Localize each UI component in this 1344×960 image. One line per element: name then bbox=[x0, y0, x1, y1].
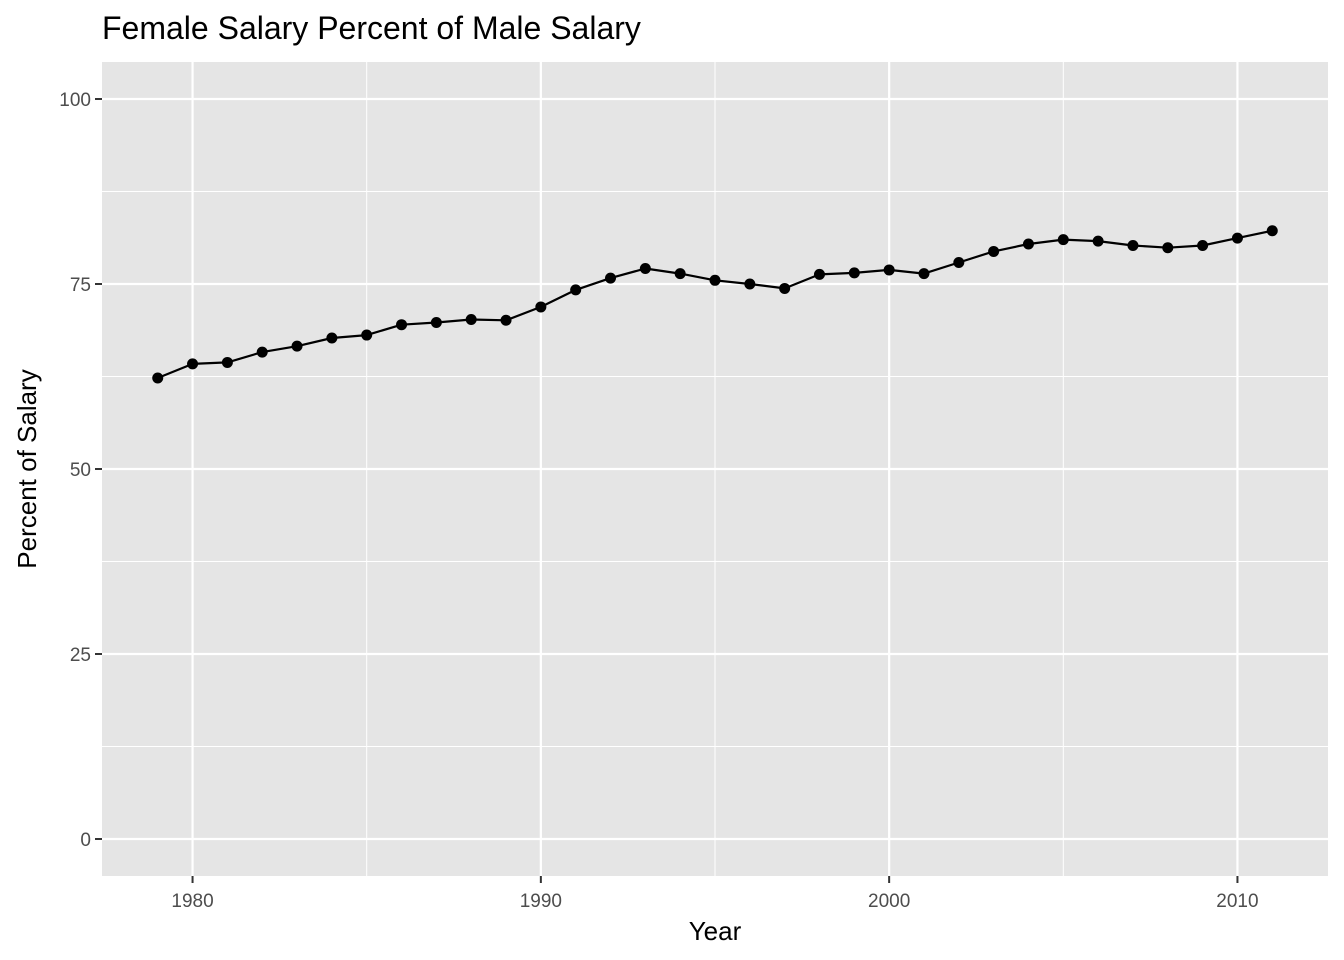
y-axis: 0 25 50 75 100 bbox=[59, 90, 102, 851]
x-tick-label: 1980 bbox=[171, 891, 213, 912]
x-tick-label: 2000 bbox=[868, 891, 910, 912]
y-tick-label: 100 bbox=[59, 90, 91, 111]
data-point bbox=[465, 314, 477, 326]
data-point bbox=[1162, 242, 1174, 254]
data-point bbox=[883, 264, 895, 276]
data-point bbox=[256, 346, 268, 358]
data-point bbox=[1057, 234, 1069, 246]
data-point bbox=[813, 268, 825, 280]
data-point bbox=[953, 257, 965, 269]
data-point bbox=[326, 332, 338, 344]
data-point bbox=[570, 284, 582, 296]
data-point bbox=[1092, 235, 1104, 247]
data-point bbox=[744, 278, 756, 290]
x-tick-label: 1990 bbox=[520, 891, 562, 912]
data-point bbox=[1197, 240, 1209, 252]
x-axis-title: Year bbox=[689, 916, 742, 946]
data-point bbox=[639, 262, 651, 274]
data-point bbox=[674, 268, 686, 280]
y-axis-title: Percent of Salary bbox=[12, 369, 42, 568]
data-point bbox=[187, 358, 199, 370]
data-point bbox=[709, 274, 721, 286]
chart-title: Female Salary Percent of Male Salary bbox=[102, 10, 641, 46]
data-point bbox=[152, 372, 164, 384]
x-tick-label: 2010 bbox=[1216, 891, 1258, 912]
data-point bbox=[1266, 225, 1278, 237]
data-point bbox=[918, 268, 930, 280]
data-point bbox=[988, 245, 1000, 257]
y-tick-label: 50 bbox=[70, 460, 91, 481]
data-point bbox=[1231, 232, 1243, 244]
data-point bbox=[221, 356, 233, 368]
data-point bbox=[1127, 240, 1139, 252]
data-point bbox=[535, 301, 547, 313]
y-tick-label: 0 bbox=[80, 830, 91, 851]
data-point bbox=[430, 316, 442, 328]
y-tick-label: 25 bbox=[70, 645, 91, 666]
y-tick-label: 75 bbox=[70, 275, 91, 296]
data-point bbox=[848, 267, 860, 279]
data-point bbox=[361, 329, 373, 341]
data-point bbox=[605, 272, 617, 284]
data-point bbox=[500, 314, 512, 326]
data-point bbox=[396, 319, 408, 331]
series-group bbox=[152, 225, 1278, 384]
x-axis: 1980 1990 2000 2010 bbox=[171, 876, 1259, 912]
data-point bbox=[779, 282, 791, 294]
data-point bbox=[1022, 238, 1034, 250]
data-point bbox=[291, 340, 303, 352]
